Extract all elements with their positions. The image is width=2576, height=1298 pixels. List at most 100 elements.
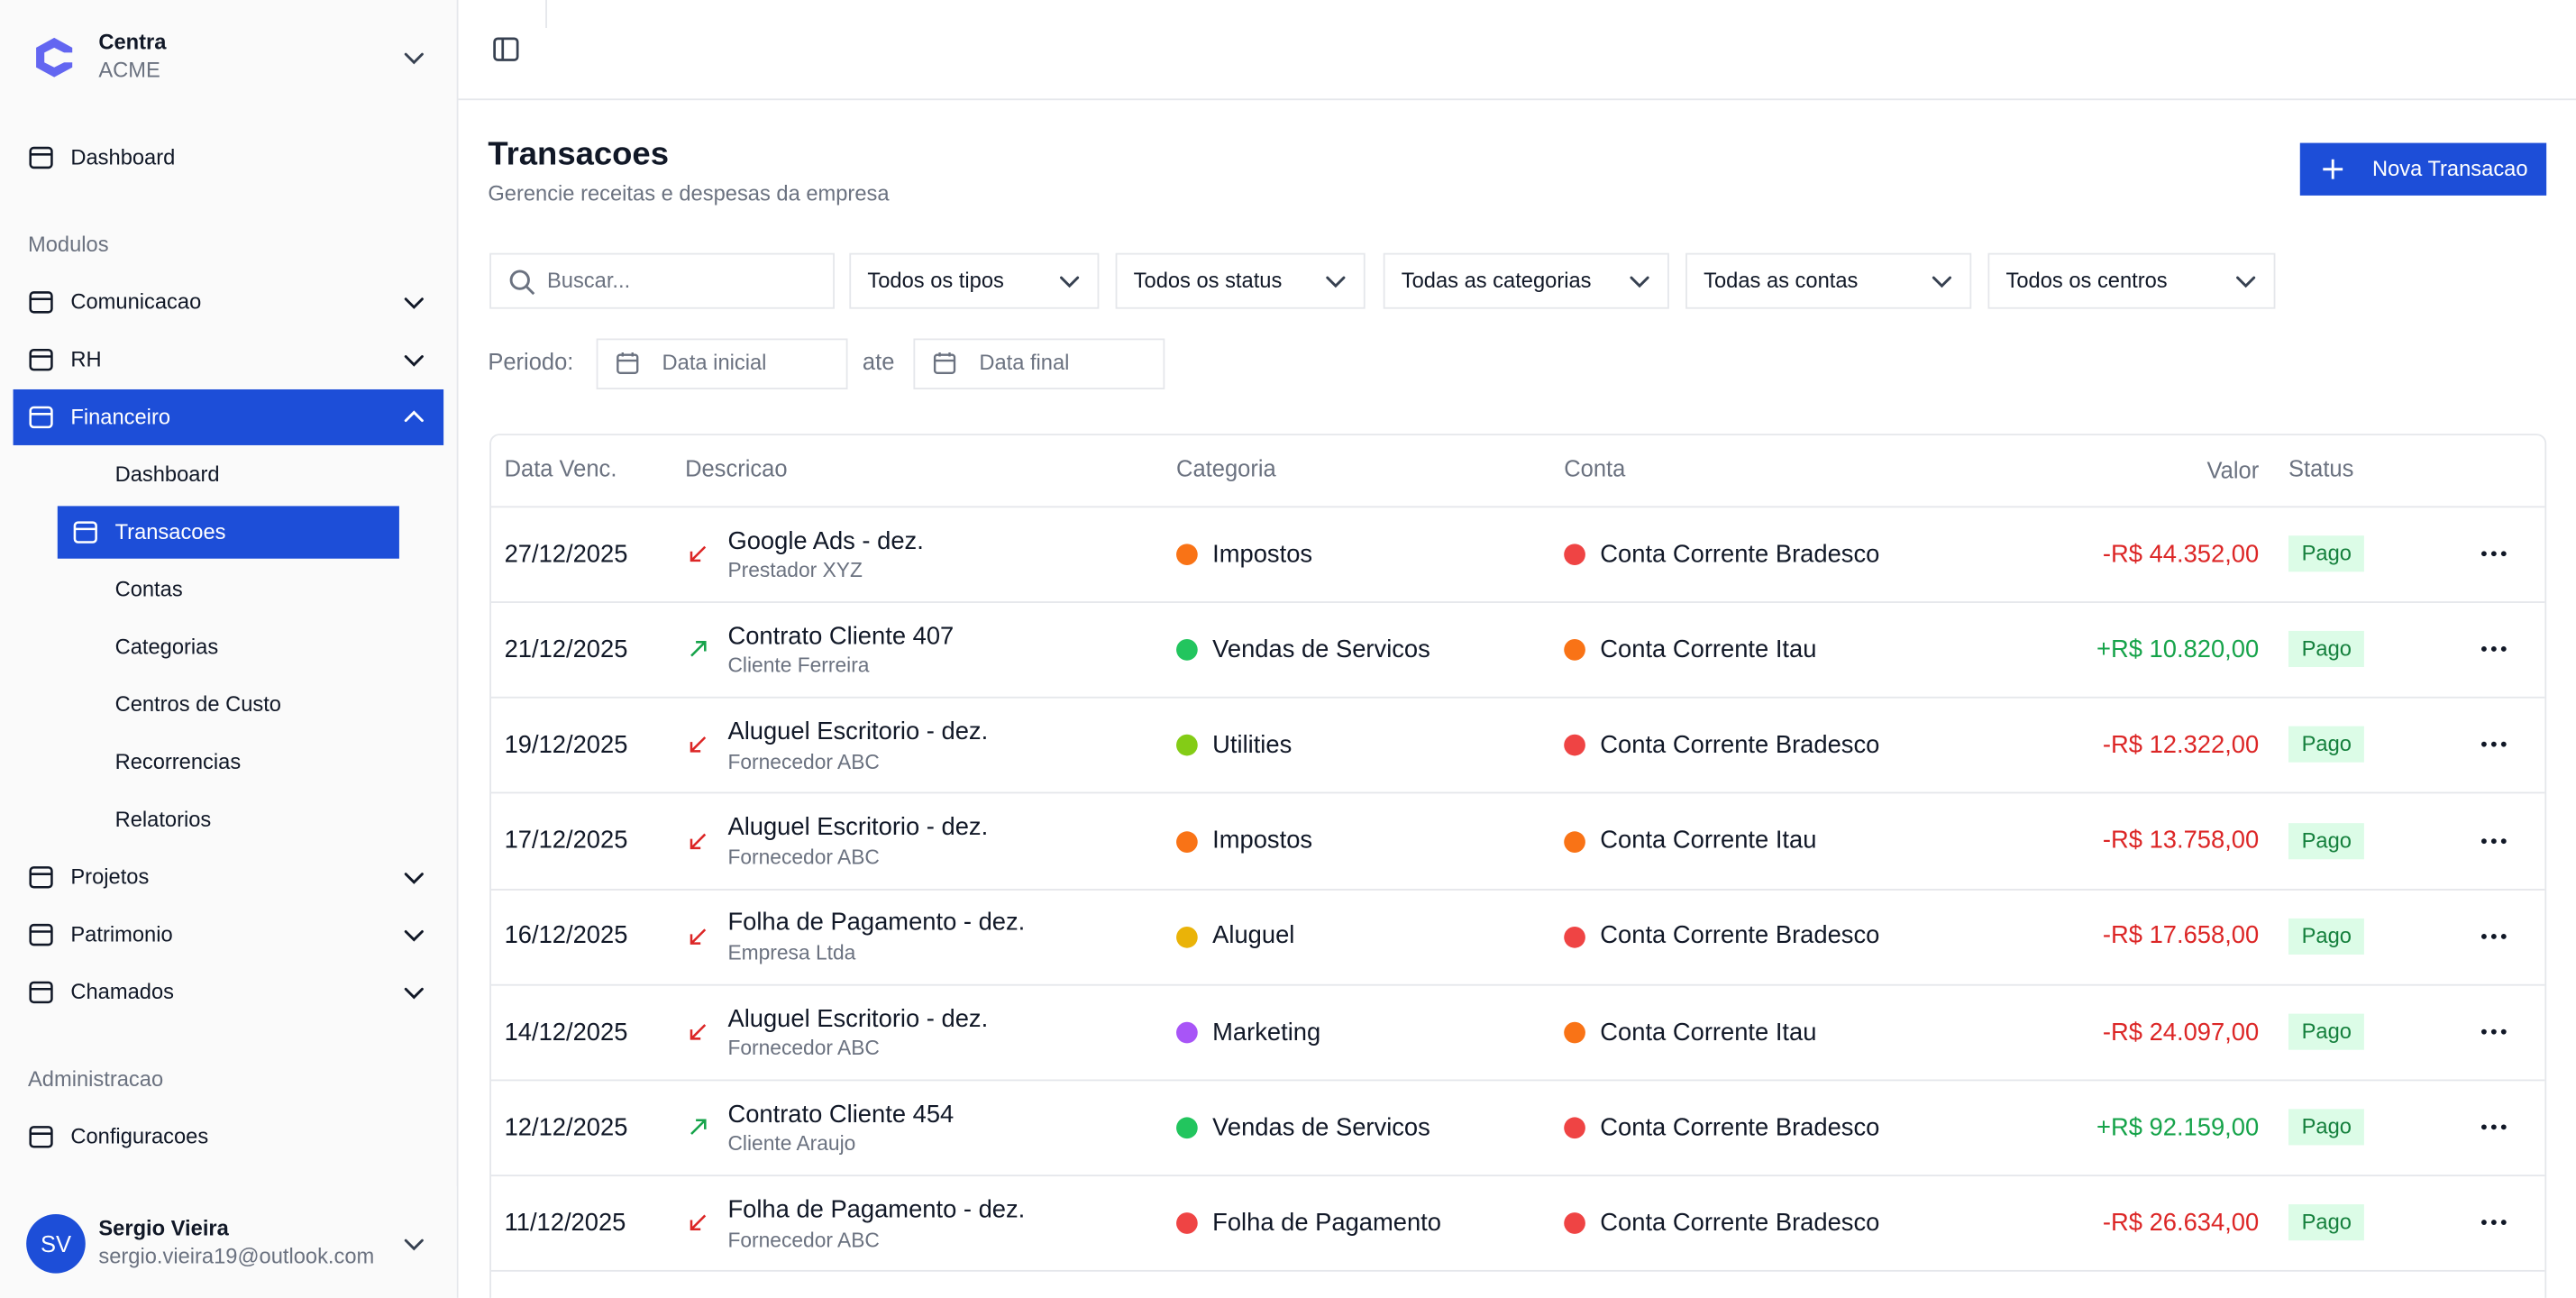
search-input[interactable] [489,252,835,309]
cell-value: -R$ 12.322,00 [2102,730,2260,759]
status-badge: Pago [2288,727,2365,763]
filter-select[interactable] [1685,252,1972,309]
chevron [404,52,424,65]
nav-item[interactable]: Chamados [70,979,174,1004]
direction-icon [690,1119,707,1136]
column-header: Data Venc. [504,455,617,482]
nav-item[interactable]: Financeiro [70,404,171,429]
nav-item[interactable]: Projetos [70,864,150,889]
account-dot [1564,926,1585,948]
filter-label[interactable]: Todos os centros [2005,267,2168,293]
column-header: Conta [1564,455,1626,482]
direction-icon [690,928,707,945]
subnav-item[interactable]: Contas [114,576,183,601]
cell-date: 11/12/2025 [504,1209,626,1238]
subnav-item[interactable]: Transacoes [114,518,226,544]
row-actions[interactable] [2479,827,2508,854]
row-divider [490,601,2545,603]
date-start-placeholder: Data inicial [662,350,767,375]
row-divider [490,697,2545,699]
nav-icon [29,866,53,889]
row-actions[interactable] [2479,732,2508,758]
cell-category: Utilities [1212,730,1293,759]
nav-icon [29,291,53,314]
row-actions[interactable] [2479,923,2508,949]
filter-label[interactable]: Todos os status [1133,267,1283,293]
nav-item[interactable]: Comunicacao [70,288,202,314]
sidebar-toggle[interactable] [491,34,521,64]
page-subtitle: Gerencie receitas e despesas da empresa [488,180,890,206]
new-button-label[interactable]: Nova Transacao [2371,155,2528,181]
period-between: ate [862,348,895,375]
logo [36,37,75,78]
chevron [404,930,424,942]
cell-party: Prestador XYZ [727,559,863,582]
cell-value: -R$ 26.634,00 [2102,1209,2260,1238]
row-actions[interactable] [2479,1210,2508,1236]
subnav-item[interactable]: Relatorios [114,806,212,832]
status-badge: Pago [2288,1109,2365,1146]
cell-party: Fornecedor ABC [727,750,880,773]
account-dot [1564,1117,1585,1139]
subnav-item[interactable]: Dashboard [114,461,220,487]
cell-account: Conta Corrente Bradesco [1600,539,1880,568]
cell-description: Contrato Cliente 454 [727,1100,955,1129]
subnav-item[interactable]: Centros de Custo [114,691,281,717]
filter-select[interactable] [1383,252,1669,309]
subnav-active[interactable] [57,506,399,559]
date-end-placeholder: Data final [979,350,1070,375]
category-dot [1176,544,1198,566]
plus-icon [2323,159,2343,179]
nav-item[interactable]: Configuracoes [70,1123,209,1148]
cell-description: Aluguel Escritorio - dez. [727,718,989,746]
status-badge: Pago [2288,822,2365,859]
nav-item[interactable]: Patrimonio [70,921,173,946]
nav-icon [29,923,53,946]
cell-account: Conta Corrente Bradesco [1600,922,1880,951]
cell-party: Fornecedor ABC [727,846,880,869]
filter-label[interactable]: Todas as categorias [1401,267,1592,293]
calendar-icon [617,352,639,374]
category-dot [1176,830,1198,853]
subnav-item[interactable]: Categorias [114,634,219,659]
cell-description: Contrato Cliente 407 [727,622,955,651]
cell-description: Aluguel Escritorio - dez. [727,813,989,842]
table-card [489,434,2547,1298]
chevron [1060,276,1080,288]
chevron [1326,276,1346,288]
chevron [1630,276,1649,288]
category-dot [1176,1212,1198,1235]
subnav-item[interactable]: Recorrencias [114,748,242,774]
brand-name: Centra [98,29,167,54]
row-actions[interactable] [2479,1114,2508,1140]
chevron [404,297,424,309]
cell-category: Vendas de Servicos [1212,1113,1430,1142]
filter-label[interactable]: Todas as contas [1704,267,1859,293]
cell-date: 27/12/2025 [504,539,628,568]
cell-account: Conta Corrente Itau [1600,635,1817,663]
status-badge: Pago [2288,918,2365,955]
cell-account: Conta Corrente Bradesco [1600,730,1880,759]
nav-item[interactable]: RH [70,346,102,371]
account-dot [1564,830,1585,853]
nav-item[interactable]: Dashboard [70,144,176,169]
filter-select[interactable] [1115,252,1366,309]
cell-date: 12/12/2025 [504,1113,628,1142]
direction-icon [690,1024,707,1040]
row-actions[interactable] [2479,541,2508,567]
cell-description: Folha de Pagamento - dez. [727,909,1026,937]
chevron [404,873,424,884]
row-actions[interactable] [2479,1019,2508,1045]
nav-icon [29,146,53,169]
filter-select[interactable] [1987,252,2276,309]
chevron [1932,276,1952,288]
cell-party: Fornecedor ABC [727,1037,880,1061]
filter-select[interactable] [849,252,1100,309]
direction-icon [690,832,707,849]
period-label: Periodo: [488,348,574,375]
chevron [404,410,424,423]
filter-label[interactable]: Todos os tipos [867,267,1004,293]
nav-active[interactable] [13,388,444,445]
user-name: Sergio Vieira [98,1215,229,1240]
row-actions[interactable] [2479,636,2508,663]
